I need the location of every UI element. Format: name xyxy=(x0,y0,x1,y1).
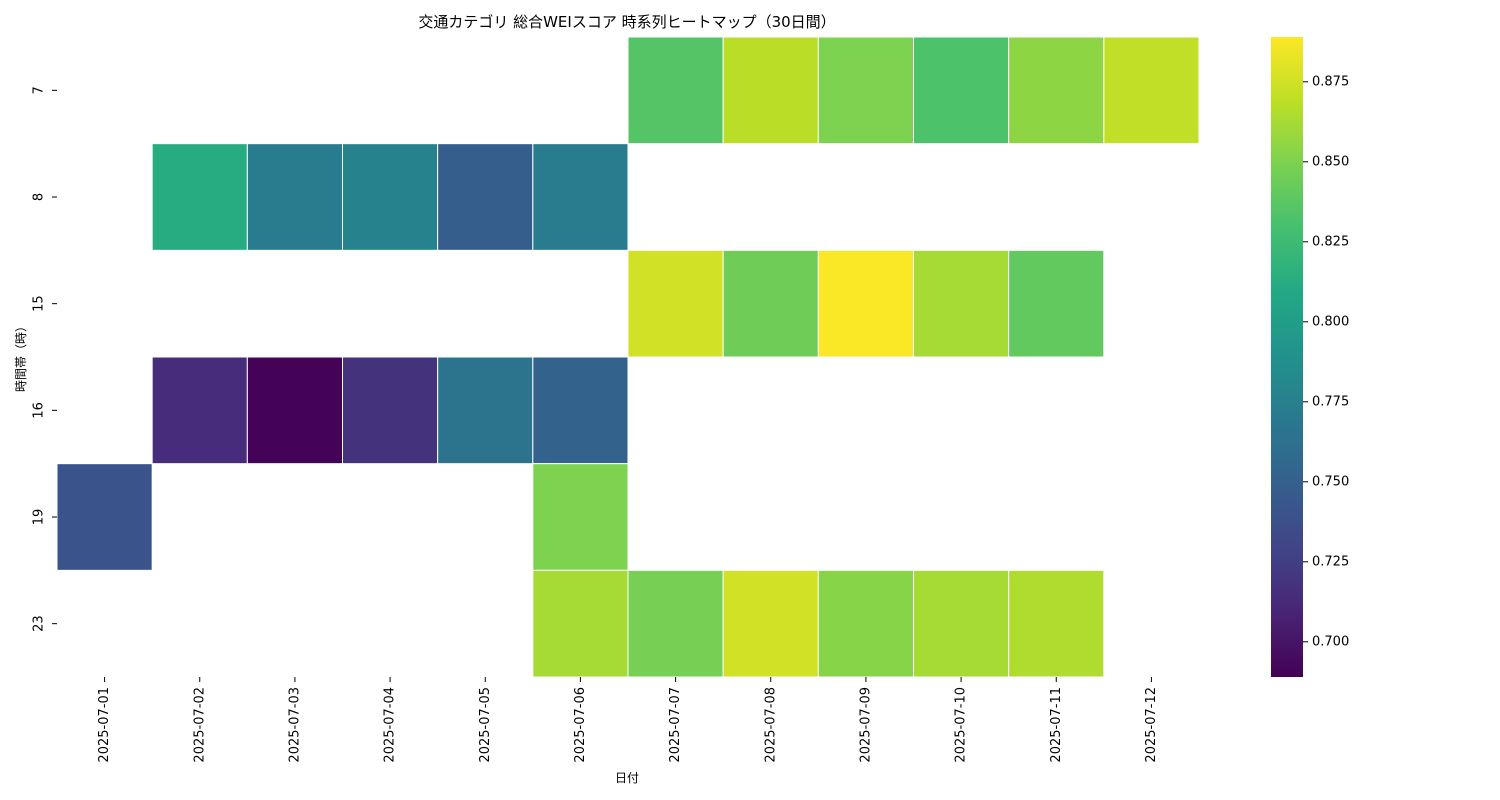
colorbar-ticks: 0.700 0.725 0.750 0.775 0.800 0.825 0.850 0.875 xyxy=(1303,74,1349,649)
heatmap-cell xyxy=(151,356,248,465)
heatmap-cell xyxy=(1008,36,1105,145)
colorbar-tick-label: 0.800 xyxy=(1312,314,1349,329)
x-tick-label: 2025-07-04 xyxy=(383,687,398,763)
x-tick-label: 2025-07-06 xyxy=(573,687,588,763)
x-tick-label: 2025-07-09 xyxy=(858,687,873,763)
colorbar-tick-label: 0.725 xyxy=(1312,554,1349,569)
x-tick-label: 2025-07-08 xyxy=(763,687,778,763)
x-tick-label: 2025-07-01 xyxy=(97,687,112,763)
heatmap-cell xyxy=(1103,36,1200,145)
heatmap-cell xyxy=(532,143,629,251)
heatmap-cell xyxy=(532,463,629,571)
x-tick-label: 2025-07-03 xyxy=(287,687,302,763)
heatmap-cell xyxy=(1008,569,1105,678)
colorbar-tick-label: 0.825 xyxy=(1312,234,1349,249)
x-tick-label: 2025-07-10 xyxy=(954,687,969,763)
colorbar-tick-label: 0.875 xyxy=(1312,74,1349,89)
heatmap-cells xyxy=(56,36,1200,678)
heatmap-cell xyxy=(817,36,914,145)
colorbar-tick-label: 0.700 xyxy=(1312,634,1349,649)
chart-title: 交通カテゴリ 総合WEIスコア 時系列ヒートマップ（30日間） xyxy=(418,13,835,31)
x-tick-label: 2025-07-11 xyxy=(1049,687,1064,763)
heatmap-cell xyxy=(722,249,819,358)
heatmap-cell xyxy=(913,569,1010,678)
heatmap-cell xyxy=(532,569,629,678)
heatmap-cell xyxy=(817,249,914,358)
y-tick-label: 7 xyxy=(32,86,47,94)
colorbar-tick-label: 0.750 xyxy=(1312,474,1349,489)
x-axis-ticks: 2025-07-01 2025-07-02 2025-07-03 2025-07-04… xyxy=(97,677,1159,763)
heatmap-cell xyxy=(627,569,724,678)
y-tick-label: 23 xyxy=(32,615,47,632)
heatmap-cell xyxy=(627,249,724,358)
heatmap-cell xyxy=(913,36,1010,145)
heatmap-cell xyxy=(913,249,1010,358)
y-tick-label: 16 xyxy=(32,402,47,419)
x-tick-label: 2025-07-02 xyxy=(192,687,207,763)
y-tick-label: 19 xyxy=(32,509,47,526)
heatmap-cell xyxy=(342,356,439,465)
heatmap-cell xyxy=(437,356,534,465)
heatmap-cell xyxy=(532,356,629,465)
heatmap-cell xyxy=(151,143,248,251)
colorbar xyxy=(1271,37,1303,677)
heatmap-cell xyxy=(817,569,914,678)
heatmap-cell xyxy=(722,36,819,145)
x-tick-label: 2025-07-07 xyxy=(668,687,683,763)
y-axis-ticks: 7 8 15 16 19 23 xyxy=(32,86,57,632)
x-tick-label: 2025-07-12 xyxy=(1144,687,1159,763)
y-axis-label: 時間帯（時） xyxy=(14,320,28,392)
heatmap-cell xyxy=(342,143,439,251)
heatmap-cell xyxy=(437,143,534,251)
heatmap-cell xyxy=(722,569,819,678)
heatmap-cell xyxy=(246,143,343,251)
colorbar-tick-label: 0.850 xyxy=(1312,154,1349,169)
heatmap-cell xyxy=(56,463,153,571)
x-tick-label: 2025-07-05 xyxy=(478,687,493,763)
x-axis-label: 日付 xyxy=(615,771,639,785)
colorbar-tick-label: 0.775 xyxy=(1312,394,1349,409)
heatmap-cell xyxy=(246,356,343,465)
heatmap-cell xyxy=(627,36,724,145)
y-tick-label: 8 xyxy=(32,193,47,201)
y-tick-label: 15 xyxy=(32,295,47,312)
heatmap-cell xyxy=(1008,249,1105,358)
